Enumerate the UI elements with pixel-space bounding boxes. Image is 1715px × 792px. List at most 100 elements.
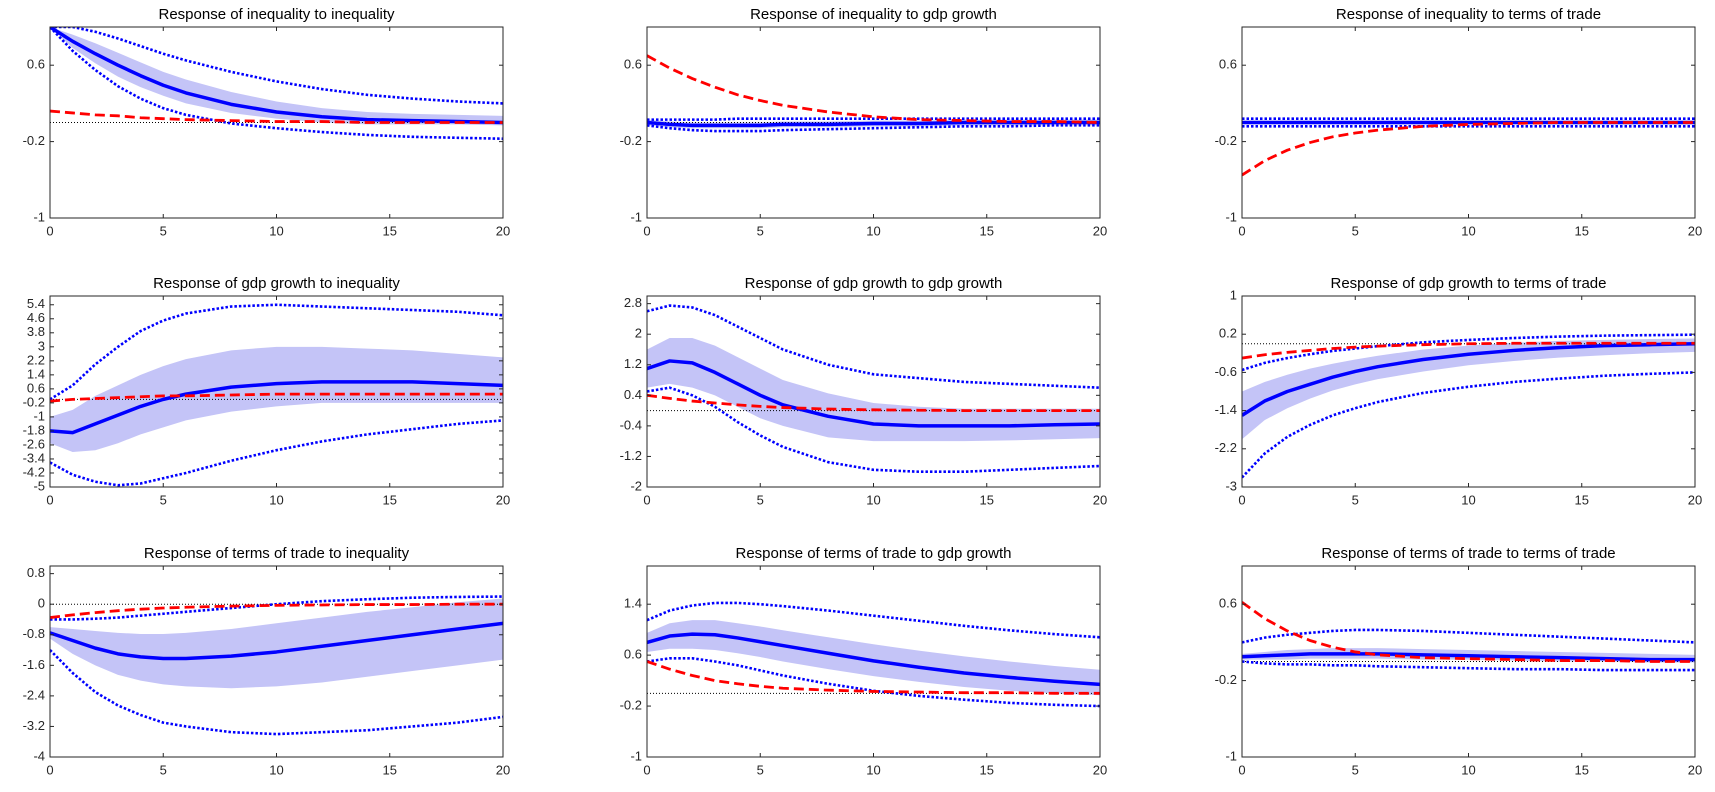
dotted-line bbox=[1242, 333, 1695, 372]
y-tick-label: -0.2 bbox=[1215, 672, 1237, 687]
y-tick-label: -0.2 bbox=[1215, 133, 1237, 148]
plot-content bbox=[50, 27, 503, 141]
confidence-band bbox=[50, 346, 503, 452]
y-tick-label: -0.6 bbox=[1215, 364, 1237, 379]
plot-content bbox=[50, 595, 503, 736]
panel: Response of terms of trade to terms of t… bbox=[1215, 545, 1703, 777]
y-tick-label: -1 bbox=[630, 748, 642, 763]
dashed-line bbox=[50, 602, 503, 619]
dotted-line bbox=[647, 601, 1100, 639]
y-tick-label: 2.8 bbox=[624, 295, 642, 310]
y-tick-label: 0 bbox=[38, 596, 45, 611]
x-tick-label: 5 bbox=[757, 762, 764, 777]
solid-line bbox=[647, 359, 1100, 428]
plot-content bbox=[647, 54, 1100, 133]
dotted-line bbox=[647, 386, 1100, 474]
panel: Response of inequality to gdp growth 0 5 10… bbox=[620, 6, 1108, 238]
y-tick-label: -0.4 bbox=[620, 417, 642, 432]
y-tick-label: -0.2 bbox=[23, 133, 45, 148]
dotted-line bbox=[50, 595, 503, 621]
panel-title: Response of inequality to gdp growth bbox=[750, 6, 997, 23]
x-tick-label: 5 bbox=[1352, 492, 1359, 507]
y-tick-label: 1 bbox=[1230, 287, 1237, 302]
y-tick-label: -1 bbox=[1225, 209, 1237, 224]
y-tick-label: 2 bbox=[635, 326, 642, 341]
x-tick-label: 0 bbox=[46, 223, 53, 238]
y-tick-label: 0.4 bbox=[624, 387, 642, 402]
dashed-line bbox=[647, 660, 1100, 695]
y-tick-label: -4.2 bbox=[23, 464, 45, 479]
panel-title: Response of gdp growth to gdp growth bbox=[745, 275, 1003, 292]
x-tick-label: 10 bbox=[269, 762, 283, 777]
dotted-line bbox=[647, 304, 1100, 389]
panel: Response of terms of trade to inequality… bbox=[23, 545, 511, 777]
y-tick-label: 0.8 bbox=[27, 565, 45, 580]
x-tick-label: 5 bbox=[757, 492, 764, 507]
y-tick-label: -2.2 bbox=[1215, 440, 1237, 455]
x-tick-label: 20 bbox=[1093, 223, 1107, 238]
x-tick-label: 10 bbox=[1461, 223, 1475, 238]
y-tick-label: 0.6 bbox=[1219, 596, 1237, 611]
y-tick-label: -1 bbox=[630, 209, 642, 224]
x-tick-label: 20 bbox=[496, 492, 510, 507]
panel: Response of inequality to terms of trade… bbox=[1215, 6, 1703, 238]
plot-content bbox=[50, 303, 503, 487]
y-tick-label: -2.6 bbox=[23, 436, 45, 451]
y-tick-label: 0.6 bbox=[27, 380, 45, 395]
x-tick-label: 15 bbox=[383, 223, 397, 238]
dotted-line bbox=[647, 124, 1100, 133]
x-tick-label: 5 bbox=[757, 223, 764, 238]
x-tick-label: 0 bbox=[643, 762, 650, 777]
y-tick-label: 0.6 bbox=[624, 57, 642, 72]
x-tick-label: 5 bbox=[160, 223, 167, 238]
y-tick-label: -1 bbox=[1225, 748, 1237, 763]
x-tick-label: 20 bbox=[496, 762, 510, 777]
y-tick-label: -4 bbox=[33, 748, 45, 763]
x-tick-label: 5 bbox=[160, 492, 167, 507]
dashed-line bbox=[1242, 121, 1695, 177]
x-tick-label: 0 bbox=[1238, 492, 1245, 507]
plot-content bbox=[1242, 117, 1695, 177]
panel-title: Response of terms of trade to gdp growth bbox=[736, 545, 1012, 562]
y-tick-label: -3 bbox=[1225, 478, 1237, 493]
x-tick-label: 0 bbox=[46, 762, 53, 777]
x-tick-label: 10 bbox=[866, 492, 880, 507]
x-tick-label: 5 bbox=[160, 762, 167, 777]
y-tick-label: -2 bbox=[630, 478, 642, 493]
y-tick-label: 3 bbox=[38, 338, 45, 353]
solid-line bbox=[50, 380, 503, 435]
x-tick-label: 10 bbox=[269, 223, 283, 238]
x-tick-label: 15 bbox=[1575, 223, 1589, 238]
x-tick-label: 5 bbox=[1352, 223, 1359, 238]
panel: Response of gdp growth to inequality 0 5 10… bbox=[23, 275, 511, 507]
y-tick-label: -1.4 bbox=[1215, 402, 1237, 417]
y-tick-label: -1 bbox=[33, 408, 45, 423]
y-tick-label: 1.4 bbox=[27, 366, 45, 381]
dotted-line bbox=[50, 649, 503, 736]
x-tick-label: 15 bbox=[383, 762, 397, 777]
confidence-band bbox=[50, 598, 503, 689]
dotted-line bbox=[50, 303, 503, 401]
x-tick-label: 10 bbox=[1461, 492, 1475, 507]
confidence-band bbox=[647, 338, 1100, 442]
y-tick-label: 4.6 bbox=[27, 310, 45, 325]
panel-title: Response of inequality to terms of trade bbox=[1336, 6, 1601, 23]
confidence-band bbox=[1242, 338, 1695, 440]
y-tick-label: 2.2 bbox=[27, 352, 45, 367]
x-tick-label: 15 bbox=[980, 223, 994, 238]
dotted-line bbox=[1242, 371, 1695, 479]
dotted-line bbox=[50, 27, 503, 105]
panel-title: Response of gdp growth to inequality bbox=[153, 275, 400, 292]
dashed-line bbox=[50, 109, 503, 124]
panel-title: Response of gdp growth to terms of trade bbox=[1331, 275, 1607, 292]
x-tick-label: 15 bbox=[980, 492, 994, 507]
panel-title: Response of terms of trade to inequality bbox=[144, 545, 410, 562]
plot-content bbox=[1242, 333, 1695, 479]
y-tick-label: -0.2 bbox=[620, 698, 642, 713]
x-tick-label: 10 bbox=[866, 223, 880, 238]
y-tick-label: 0.6 bbox=[27, 57, 45, 72]
panel-title: Response of inequality to inequality bbox=[159, 6, 395, 23]
x-tick-label: 10 bbox=[1461, 762, 1475, 777]
